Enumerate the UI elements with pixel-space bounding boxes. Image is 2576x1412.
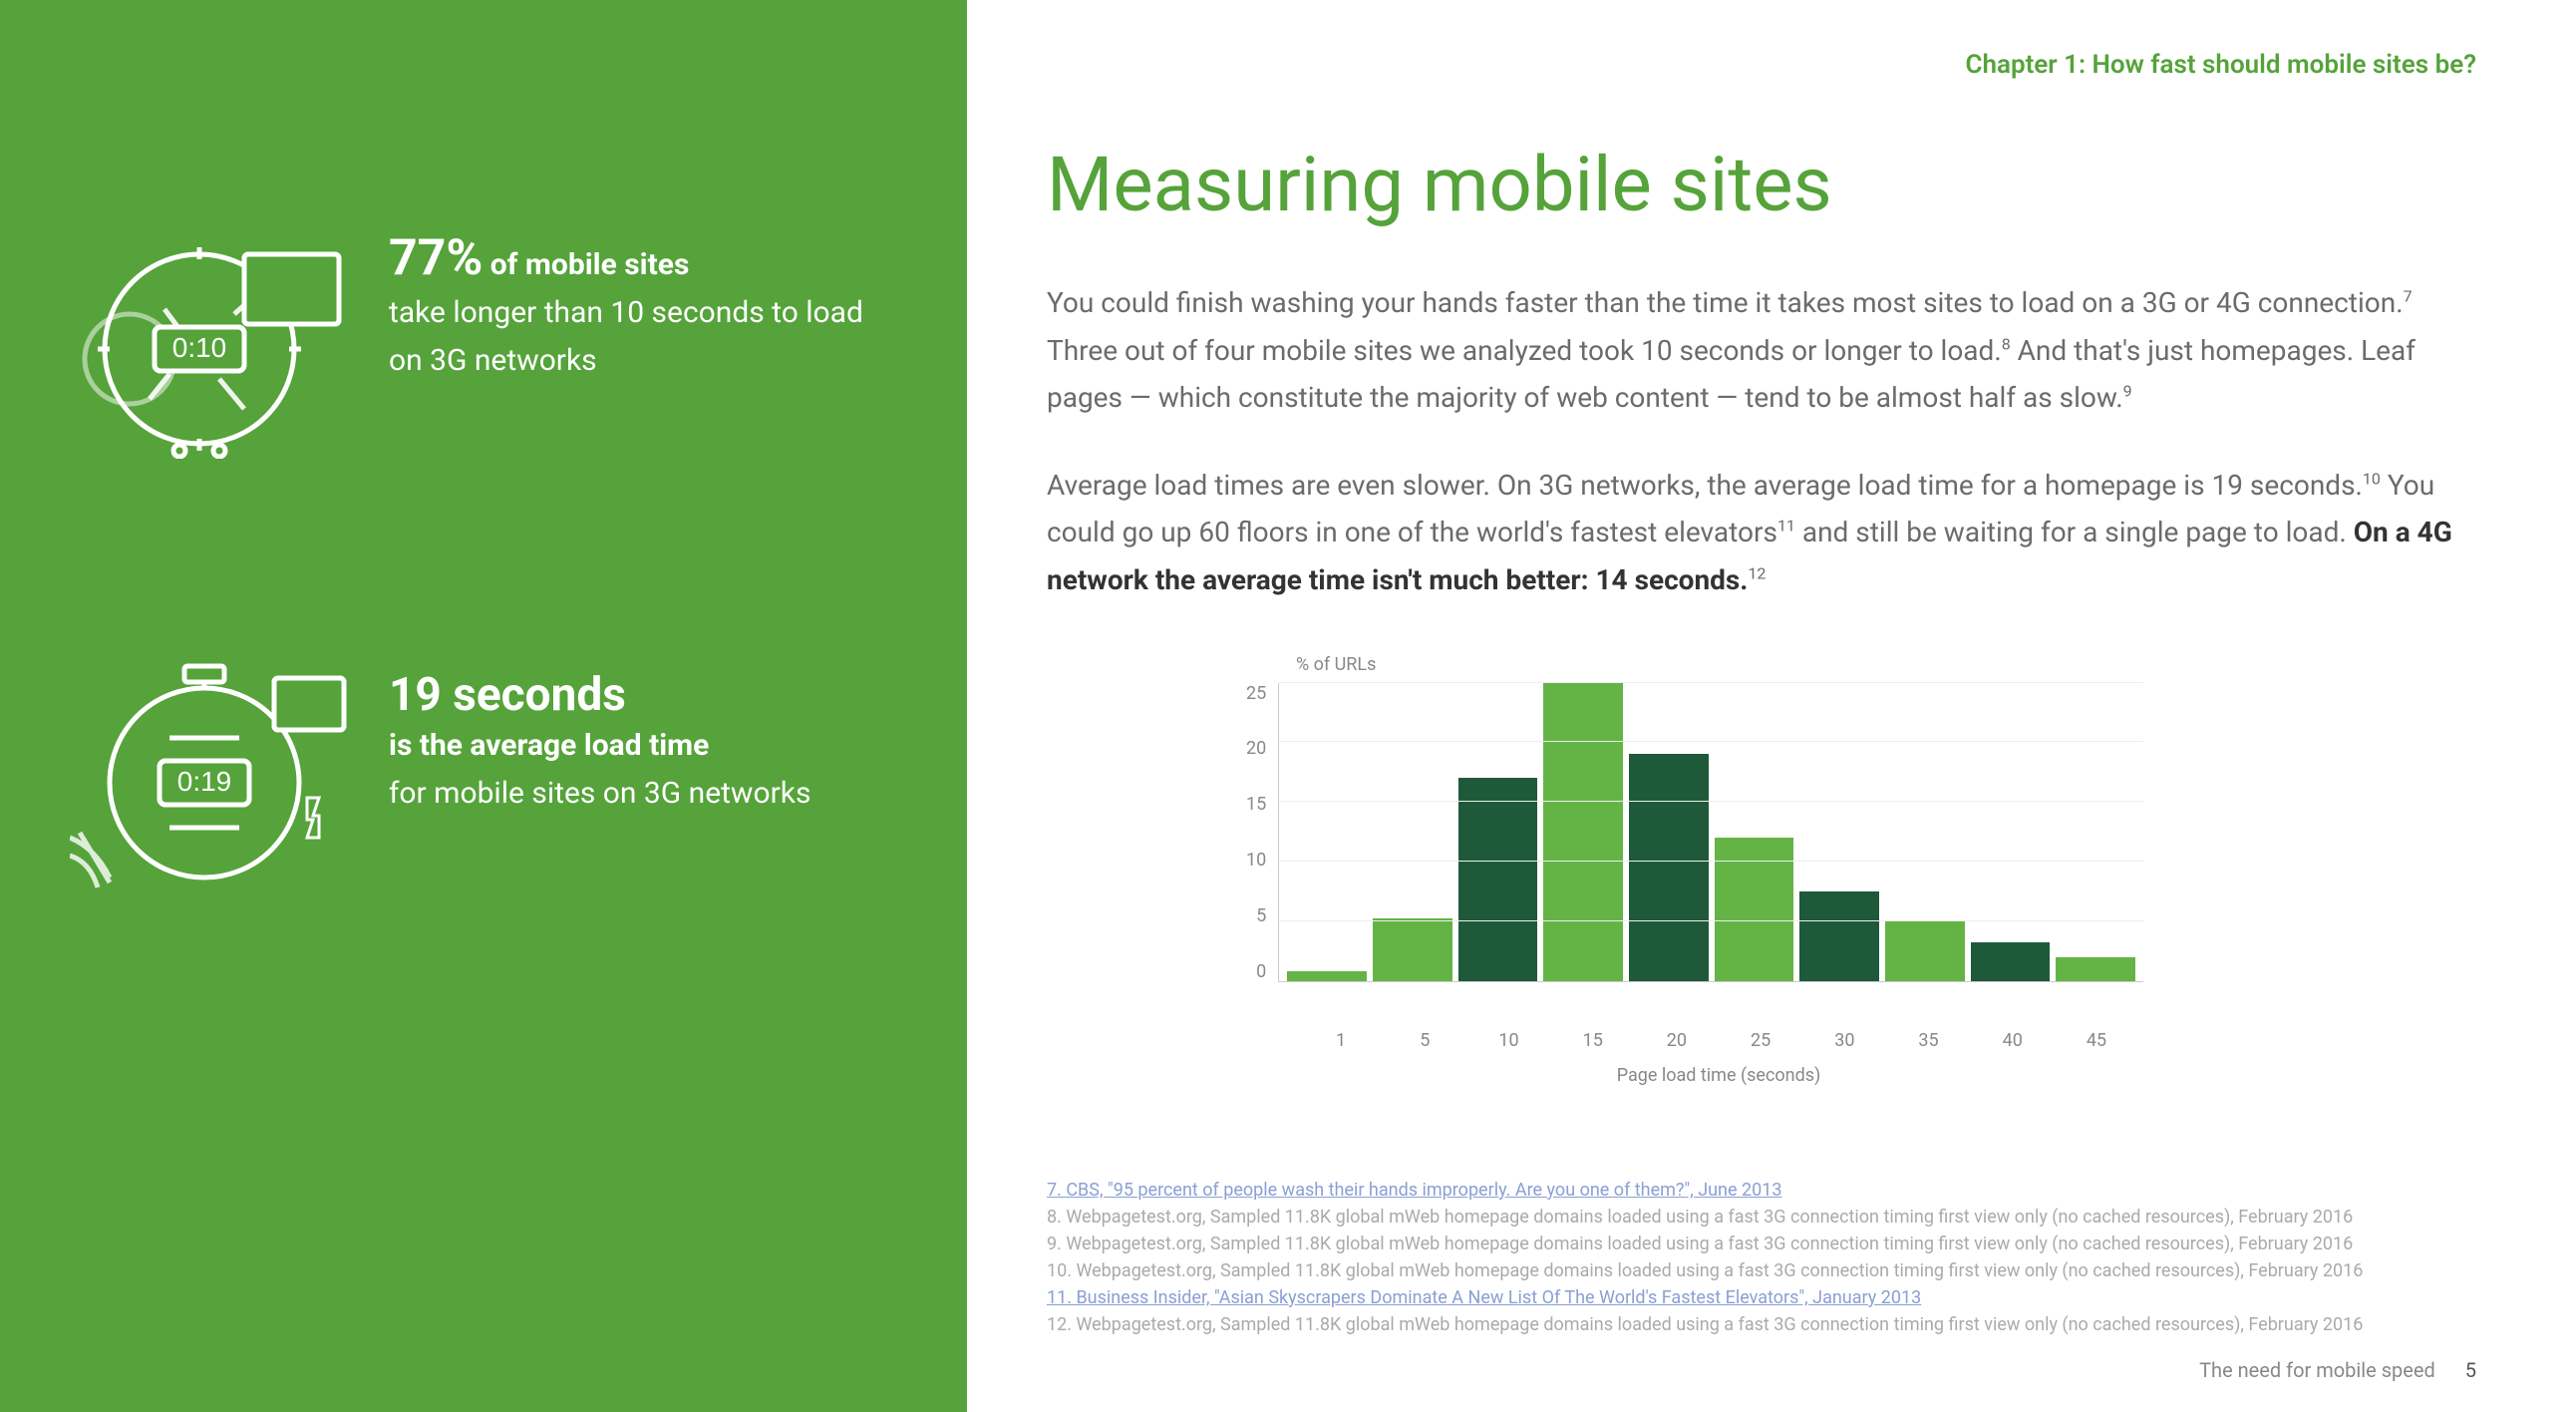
chapter-label: Chapter 1: How fast should mobile sites … <box>1047 50 2476 80</box>
main-content: Chapter 1: How fast should mobile sites … <box>967 0 2576 1412</box>
chart-y-axis: 25 20 15 10 5 0 <box>1246 683 1278 982</box>
footnote-ref: 12 <box>1748 564 1766 583</box>
stat-19-seconds: 0:19 19 seconds is the average load time… <box>70 638 897 897</box>
chart-bar <box>1799 891 1879 981</box>
footnote-10: 10. Webpagetest.org, Sampled 11.8K globa… <box>1047 1257 2476 1284</box>
page-title: Measuring mobile sites <box>1047 140 2476 229</box>
footnotes: 7. CBS, "95 percent of people wash their… <box>1047 1177 2476 1338</box>
y-tick: 25 <box>1246 683 1266 704</box>
stat-label-bold: of mobile sites <box>483 247 689 282</box>
y-tick: 10 <box>1246 850 1266 871</box>
page: 0:10 77% of mobile sites take longer tha… <box>0 0 2576 1412</box>
chart-bar <box>1629 754 1709 980</box>
stat-value: 19 seconds <box>389 668 626 722</box>
y-tick: 20 <box>1246 738 1266 759</box>
x-tick: 15 <box>1554 1030 1632 1051</box>
x-tick: 25 <box>1722 1030 1799 1051</box>
chart-bar <box>1715 838 1794 981</box>
stat-value: 77% <box>389 229 483 287</box>
stat-text: 19 seconds is the average load time for … <box>389 638 810 818</box>
chart-bar <box>1543 683 1623 981</box>
footnote-ref: 11 <box>1777 517 1795 535</box>
paragraph-2: Average load times are even slower. On 3… <box>1047 462 2476 604</box>
y-tick: 5 <box>1256 905 1266 926</box>
chart-bar <box>1971 942 2051 980</box>
chart-bar <box>1885 921 1965 981</box>
stat-label: take longer than 10 seconds to load on 3… <box>389 289 897 385</box>
svg-text:0:10: 0:10 <box>172 332 227 363</box>
y-tick: 0 <box>1256 961 1266 982</box>
broken-clock-icon: 0:10 <box>70 199 349 459</box>
x-tick: 1 <box>1302 1030 1380 1051</box>
x-tick: 30 <box>1805 1030 1883 1051</box>
chart-bars <box>1279 683 2143 981</box>
footnote-11[interactable]: 11. Business Insider, "Asian Skyscrapers… <box>1047 1284 2476 1311</box>
paragraph-1: You could finish washing your hands fast… <box>1047 279 2476 422</box>
svg-text:0:19: 0:19 <box>177 766 232 797</box>
page-number: 5 <box>2465 1358 2476 1382</box>
x-tick: 40 <box>1974 1030 2052 1051</box>
x-tick: 35 <box>1889 1030 1967 1051</box>
text: You could finish washing your hands fast… <box>1047 286 2404 319</box>
footnote-ref: 10 <box>2363 469 2381 488</box>
chart-bars-area <box>1278 683 2143 982</box>
footnote-7[interactable]: 7. CBS, "95 percent of people wash their… <box>1047 1177 2476 1204</box>
footnote-ref: 7 <box>2404 287 2413 306</box>
load-time-histogram: % of URLs 2520151050 151015202530354045 … <box>1246 654 2143 1086</box>
stat-77-percent: 0:10 77% of mobile sites take longer tha… <box>70 199 897 459</box>
footer-tagline: The need for mobile speed <box>2199 1358 2435 1382</box>
x-tick: 45 <box>2058 1030 2135 1051</box>
footnote-ref: 8 <box>2002 334 2011 353</box>
stopwatch-cobweb-icon: 0:19 <box>70 638 349 897</box>
footnote-ref: 9 <box>2123 382 2132 401</box>
stat-label-bold: is the average load time <box>389 722 810 770</box>
x-tick: 5 <box>1386 1030 1463 1051</box>
stat-label: for mobile sites on 3G networks <box>389 770 810 818</box>
text: Three out of four mobile sites we analyz… <box>1047 334 2002 367</box>
chart-x-axis: 15 10 15 20 25 30 35 40 45 <box>1294 1022 2143 1051</box>
footnote-8: 8. Webpagetest.org, Sampled 11.8K global… <box>1047 1204 2476 1231</box>
chart-bar <box>1373 918 1452 980</box>
text: Average load times are even slower. On 3… <box>1047 469 2363 502</box>
x-tick: 10 <box>1469 1030 1547 1051</box>
y-tick: 15 <box>1246 794 1266 815</box>
chart-bar <box>1458 778 1538 980</box>
x-tick: 20 <box>1638 1030 1716 1051</box>
stat-text: 77% of mobile sites take longer than 10 … <box>389 199 897 385</box>
chart-bar <box>1287 971 1367 981</box>
chart-x-label: Page load time (seconds) <box>1294 1065 2143 1086</box>
footnote-9: 9. Webpagetest.org, Sampled 11.8K global… <box>1047 1231 2476 1257</box>
sidebar: 0:10 77% of mobile sites take longer tha… <box>0 0 967 1412</box>
chart-bar <box>2056 957 2135 981</box>
footnote-12: 12. Webpagetest.org, Sampled 11.8K globa… <box>1047 1311 2476 1338</box>
text: and still be waiting for a single page t… <box>1795 516 2354 548</box>
page-footer: The need for mobile speed 5 <box>1047 1358 2476 1382</box>
chart-y-label: % of URLs <box>1296 654 2143 675</box>
chart-plot: 25 20 15 10 5 0 <box>1246 683 2143 1022</box>
